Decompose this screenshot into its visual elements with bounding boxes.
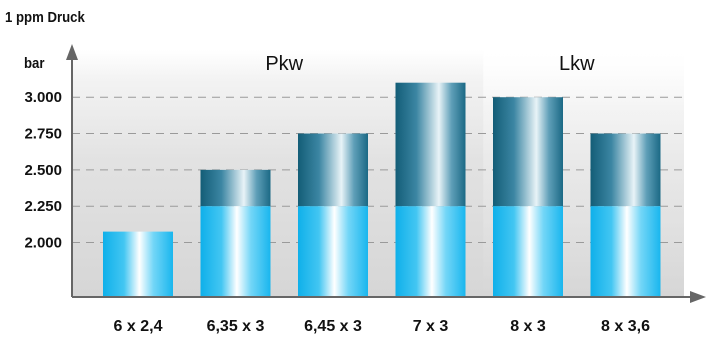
y-tick-label: 2.500 <box>24 162 62 179</box>
bar <box>298 133 368 297</box>
bar-upper-segment <box>298 133 368 207</box>
x-tick-label: 7 x 3 <box>413 318 449 335</box>
group-label: Pkw <box>265 53 303 75</box>
bar-lower-segment <box>200 206 271 297</box>
bar-lower-segment <box>103 231 173 297</box>
group-labels: Pkw Lkw <box>265 53 595 75</box>
x-tick-label: 8 x 3 <box>510 318 546 335</box>
y-tick-label: 3.000 <box>24 89 62 106</box>
gridlines <box>72 96 684 244</box>
bar <box>395 82 466 297</box>
bar-upper-segment <box>590 133 661 207</box>
bar-lower-segment <box>493 206 563 297</box>
x-tick-label: 6,35 x 3 <box>207 318 265 335</box>
bar <box>493 97 563 297</box>
bar-upper-segment <box>200 169 271 207</box>
bars <box>103 82 661 297</box>
bar <box>200 169 271 297</box>
bar-lower-segment <box>590 206 661 297</box>
y-tick-labels: 2.000 2.250 2.500 2.750 3.000 <box>24 89 62 251</box>
x-tick-label: 6,45 x 3 <box>304 318 362 335</box>
y-tick-label: 2.000 <box>24 235 62 252</box>
bar-upper-segment <box>395 82 466 207</box>
bar <box>103 231 173 297</box>
bar-lower-segment <box>395 206 466 297</box>
y-tick-label: 2.250 <box>24 198 62 215</box>
y-tick-label: 2.750 <box>24 126 62 143</box>
bar-upper-segment <box>493 97 563 207</box>
x-tick-label: 8 x 3,6 <box>601 318 650 335</box>
x-axis-arrow-icon <box>690 291 706 303</box>
y-axis-unit: bar <box>24 54 45 71</box>
bar-lower-segment <box>298 206 368 297</box>
y-axis-title: 1 ppm Druck <box>5 8 85 25</box>
x-tick-label: 6 x 2,4 <box>114 318 163 335</box>
group-label: Lkw <box>559 53 595 75</box>
bar <box>590 133 661 297</box>
y-axis-arrow-icon <box>66 44 78 60</box>
x-tick-labels: 6 x 2,4 6,35 x 3 6,45 x 3 7 x 3 8 x 3 8 x 3,6 <box>114 318 651 335</box>
